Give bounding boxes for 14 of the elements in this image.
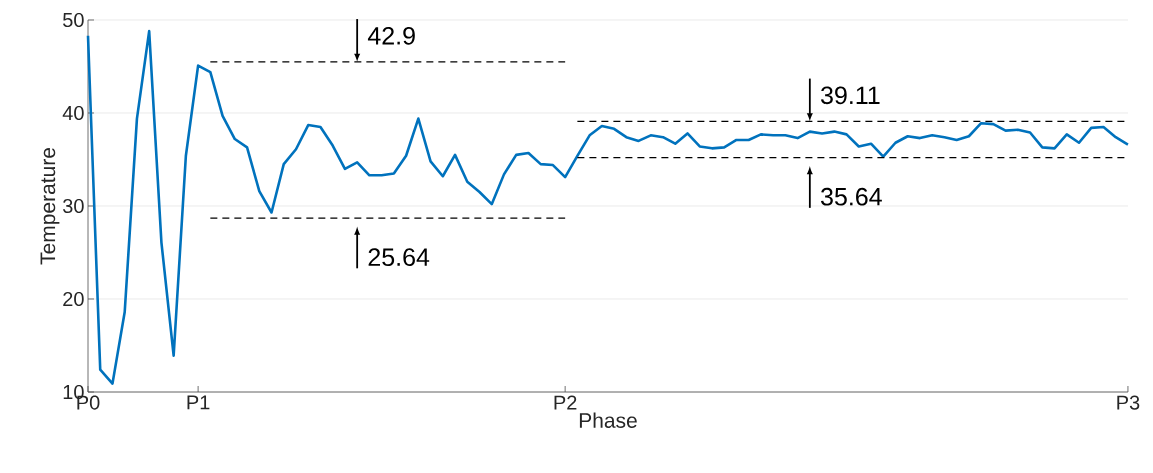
line-series <box>86 29 1130 385</box>
y-axis-title: Temperature <box>40 147 60 265</box>
y-tick-label: 40 <box>62 105 84 121</box>
annotation: 42.9 <box>367 26 415 45</box>
y-tick-label: 50 <box>63 12 84 28</box>
x-axis-title: Phase <box>579 412 637 428</box>
y-tick-label: 30 <box>63 198 84 214</box>
y-tick-label: 20 <box>63 291 84 307</box>
x-tick-label: P3 <box>1117 395 1140 410</box>
x-tick-label: P2 <box>554 395 577 410</box>
annotation: 39.11 <box>820 86 880 105</box>
annotation: 25.64 <box>368 248 430 266</box>
x-tick-label: P1 <box>187 395 210 410</box>
annotation: 35.64 <box>820 187 882 206</box>
